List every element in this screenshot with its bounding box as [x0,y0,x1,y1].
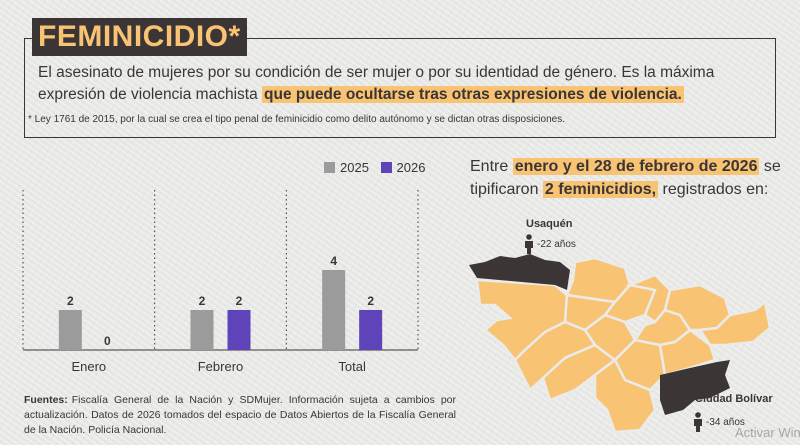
woman-figure-icon [694,412,702,432]
data-label-2025-total: 4 [330,254,337,268]
sources-note: Fuentes: Fiscalía General de la Nación y … [24,393,456,438]
definition-box [24,38,776,138]
page-title: FEMINICIDIO* [32,18,247,56]
data-label-2025-febrero: 2 [199,294,206,308]
location-age-text-ciudad-bolivar: -34 años [706,416,745,428]
data-label-2026-enero: 0 [104,334,111,348]
bar-2025-enero [58,310,82,350]
bar-2025-total [322,270,346,350]
definition-text: El asesinato de mujeres por su condición… [38,62,778,106]
definition-plain: El asesinato de mujeres por su condición… [38,64,715,103]
windows-activation-watermark: Activar Wind [735,425,800,440]
definition-highlight: que puede ocultarse tras otras expresion… [262,86,684,103]
summary-part3: registrados en: [658,181,769,198]
location-age-text-usaquen: -22 años [537,238,576,250]
location-age-ciudad-bolivar: -34 años [693,412,745,432]
legend-swatch-2026 [380,162,392,173]
bar-2026-febrero [227,310,251,350]
location-age-usaquen: -22 años [524,234,576,254]
bar-2026-total [359,310,383,350]
locality-sumapaz-east [697,299,772,347]
locality-usme [593,358,657,434]
data-label-2026-febrero: 2 [236,294,243,308]
location-label-ciudad-bolivar: Ciudad Bolívar [695,393,773,405]
legend-swatch-2025 [324,162,335,173]
woman-figure-icon [525,234,533,254]
bar-chart: 2 0 Enero 2 2 Febrero 4 2 Total [22,190,419,374]
summary-part1: Entre [470,158,513,175]
chart-legend: 2025 2026 [324,160,433,176]
summary-part2: se tipificaron [470,158,781,198]
locality-ciudad-bolivar-highlight [660,360,730,415]
summary-date-range: enero y el 28 de febrero de 2026 [512,158,760,175]
x-tick-label-total: Total [338,359,366,374]
bogota-localities-map [469,254,772,434]
location-label-usaquen: Usaquén [526,218,573,230]
summary-count: 2 feminicidios, [542,181,659,198]
sources-text: Fiscalía General de la Nación y SDMujer.… [24,394,456,436]
bar-2025-febrero [190,310,214,350]
x-tick-label-febrero: Febrero [198,359,244,374]
law-footnote: * Ley 1761 de 2015, por la cual se crea … [28,114,565,125]
legend-label-2026: 2026 [396,160,426,175]
locality-usaquen-highlight [469,254,570,290]
summary-text: Entre enero y el 28 de febrero de 2026 s… [470,155,790,201]
legend-label-2025: 2025 [340,160,369,175]
sources-label: Fuentes: [24,394,68,406]
legend-item-2025: 2025 [324,160,369,175]
data-label-2026-total: 2 [367,294,374,308]
x-tick-label-enero: Enero [71,359,106,374]
data-label-2025-enero: 2 [67,294,74,308]
legend-item-2026: 2026 [380,160,426,175]
